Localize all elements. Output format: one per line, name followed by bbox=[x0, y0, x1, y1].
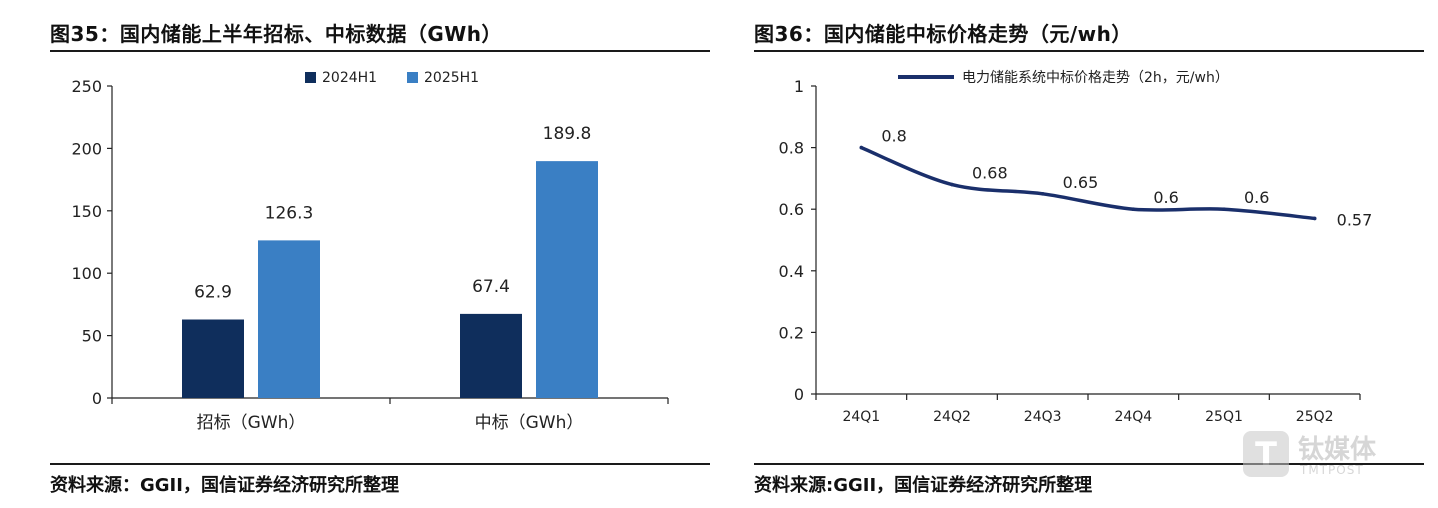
legend-swatch bbox=[305, 72, 316, 83]
bar-data-label: 67.4 bbox=[472, 277, 510, 297]
x-category-label: 24Q3 bbox=[1024, 409, 1062, 425]
y-tick-label: 0.2 bbox=[779, 323, 804, 342]
legend-label: 2024H1 bbox=[322, 70, 377, 86]
tmtpost-logo-icon bbox=[1243, 431, 1289, 477]
line-data-point bbox=[950, 182, 954, 187]
x-category-label: 24Q1 bbox=[842, 409, 880, 425]
x-category-label: 25Q2 bbox=[1296, 409, 1334, 425]
line-data-label: 0.65 bbox=[1063, 173, 1099, 192]
bar-2024H1 bbox=[460, 313, 522, 398]
right-source-note: 资料来源:GGII，国信证券经济研究所整理 bbox=[754, 475, 1093, 496]
x-category-label: 25Q1 bbox=[1205, 409, 1243, 425]
y-tick-label: 0 bbox=[794, 385, 804, 404]
line-data-label: 0.68 bbox=[972, 164, 1008, 183]
left-title-rule bbox=[50, 50, 710, 52]
x-category-label: 24Q2 bbox=[933, 409, 971, 425]
right-title-rule bbox=[754, 50, 1424, 52]
y-tick-label: 200 bbox=[71, 139, 102, 158]
line-data-label: 0.6 bbox=[1153, 188, 1178, 207]
legend-label: 电力储能系统中标价格走势（2h，元/wh） bbox=[962, 70, 1229, 86]
watermark-en-text: TMTPOST bbox=[1300, 463, 1364, 477]
legend-label: 2025H1 bbox=[424, 70, 479, 86]
bar-data-label: 126.3 bbox=[265, 203, 314, 223]
bar-2025H1 bbox=[536, 161, 598, 398]
legend-swatch bbox=[407, 72, 418, 83]
x-category-label: 中标（GWh） bbox=[475, 413, 584, 433]
line-chart: 0 0.2 0.4 0.6 0.8 1 24Q1 24Q2 24Q3 24Q4 25Q1 25Q2 0.… bbox=[779, 70, 1373, 425]
y-tick-label: 0.4 bbox=[779, 262, 804, 281]
y-tick-label: 50 bbox=[82, 327, 102, 346]
line-data-label: 0.8 bbox=[881, 127, 906, 146]
tmtpost-watermark: T 钛媒体 TMTPOST bbox=[1243, 425, 1428, 485]
y-tick-label: 0 bbox=[92, 389, 102, 408]
y-tick-label: 1 bbox=[794, 77, 804, 96]
line-data-point bbox=[1312, 216, 1317, 221]
y-tick-label: 150 bbox=[71, 202, 102, 221]
x-category-label: 24Q4 bbox=[1114, 409, 1152, 425]
left-source-note: 资料来源：GGII，国信证券经济研究所整理 bbox=[50, 475, 399, 496]
line-data-label: 0.6 bbox=[1244, 188, 1269, 207]
bar-2024H1 bbox=[182, 319, 244, 398]
price-trend-line bbox=[859, 145, 1317, 221]
watermark-cn-text: 钛媒体 bbox=[1298, 435, 1377, 465]
left-chart-title: 图35：国内储能上半年招标、中标数据（GWh） bbox=[50, 22, 503, 46]
bar-data-label: 189.8 bbox=[543, 124, 592, 144]
x-category-label: 招标（GWh） bbox=[197, 413, 306, 433]
line-data-point bbox=[1131, 207, 1136, 211]
tmtpost-logo-glyph: T bbox=[1255, 435, 1277, 473]
line-data-point bbox=[1040, 192, 1045, 196]
y-tick-label: 0.6 bbox=[779, 200, 804, 219]
right-source-rule bbox=[754, 463, 1424, 465]
bar-data-label: 62.9 bbox=[194, 283, 232, 303]
line-data-point bbox=[1222, 207, 1226, 211]
right-chart-title: 图36：国内储能中标价格走势（元/wh） bbox=[754, 22, 1132, 46]
line-data-label: 0.57 bbox=[1337, 210, 1373, 229]
left-panel: 图35：国内储能上半年招标、中标数据（GWh） 0 50 100 150 200 250 6… bbox=[0, 0, 710, 508]
line-data-point bbox=[859, 145, 864, 150]
y-tick-label: 0.8 bbox=[779, 139, 804, 158]
bar-2025H1 bbox=[258, 240, 320, 398]
bar-chart: 0 50 100 150 200 250 62.9 126.3 招标（GWh） 67.4 189.8… bbox=[71, 70, 669, 433]
right-panel: 图36：国内储能中标价格走势（元/wh） 0 0.2 0.4 0.6 0.8 1 24Q1 2… bbox=[740, 0, 1438, 508]
left-source-rule bbox=[50, 463, 710, 465]
y-tick-label: 100 bbox=[71, 264, 102, 283]
y-tick-label: 250 bbox=[71, 77, 102, 96]
